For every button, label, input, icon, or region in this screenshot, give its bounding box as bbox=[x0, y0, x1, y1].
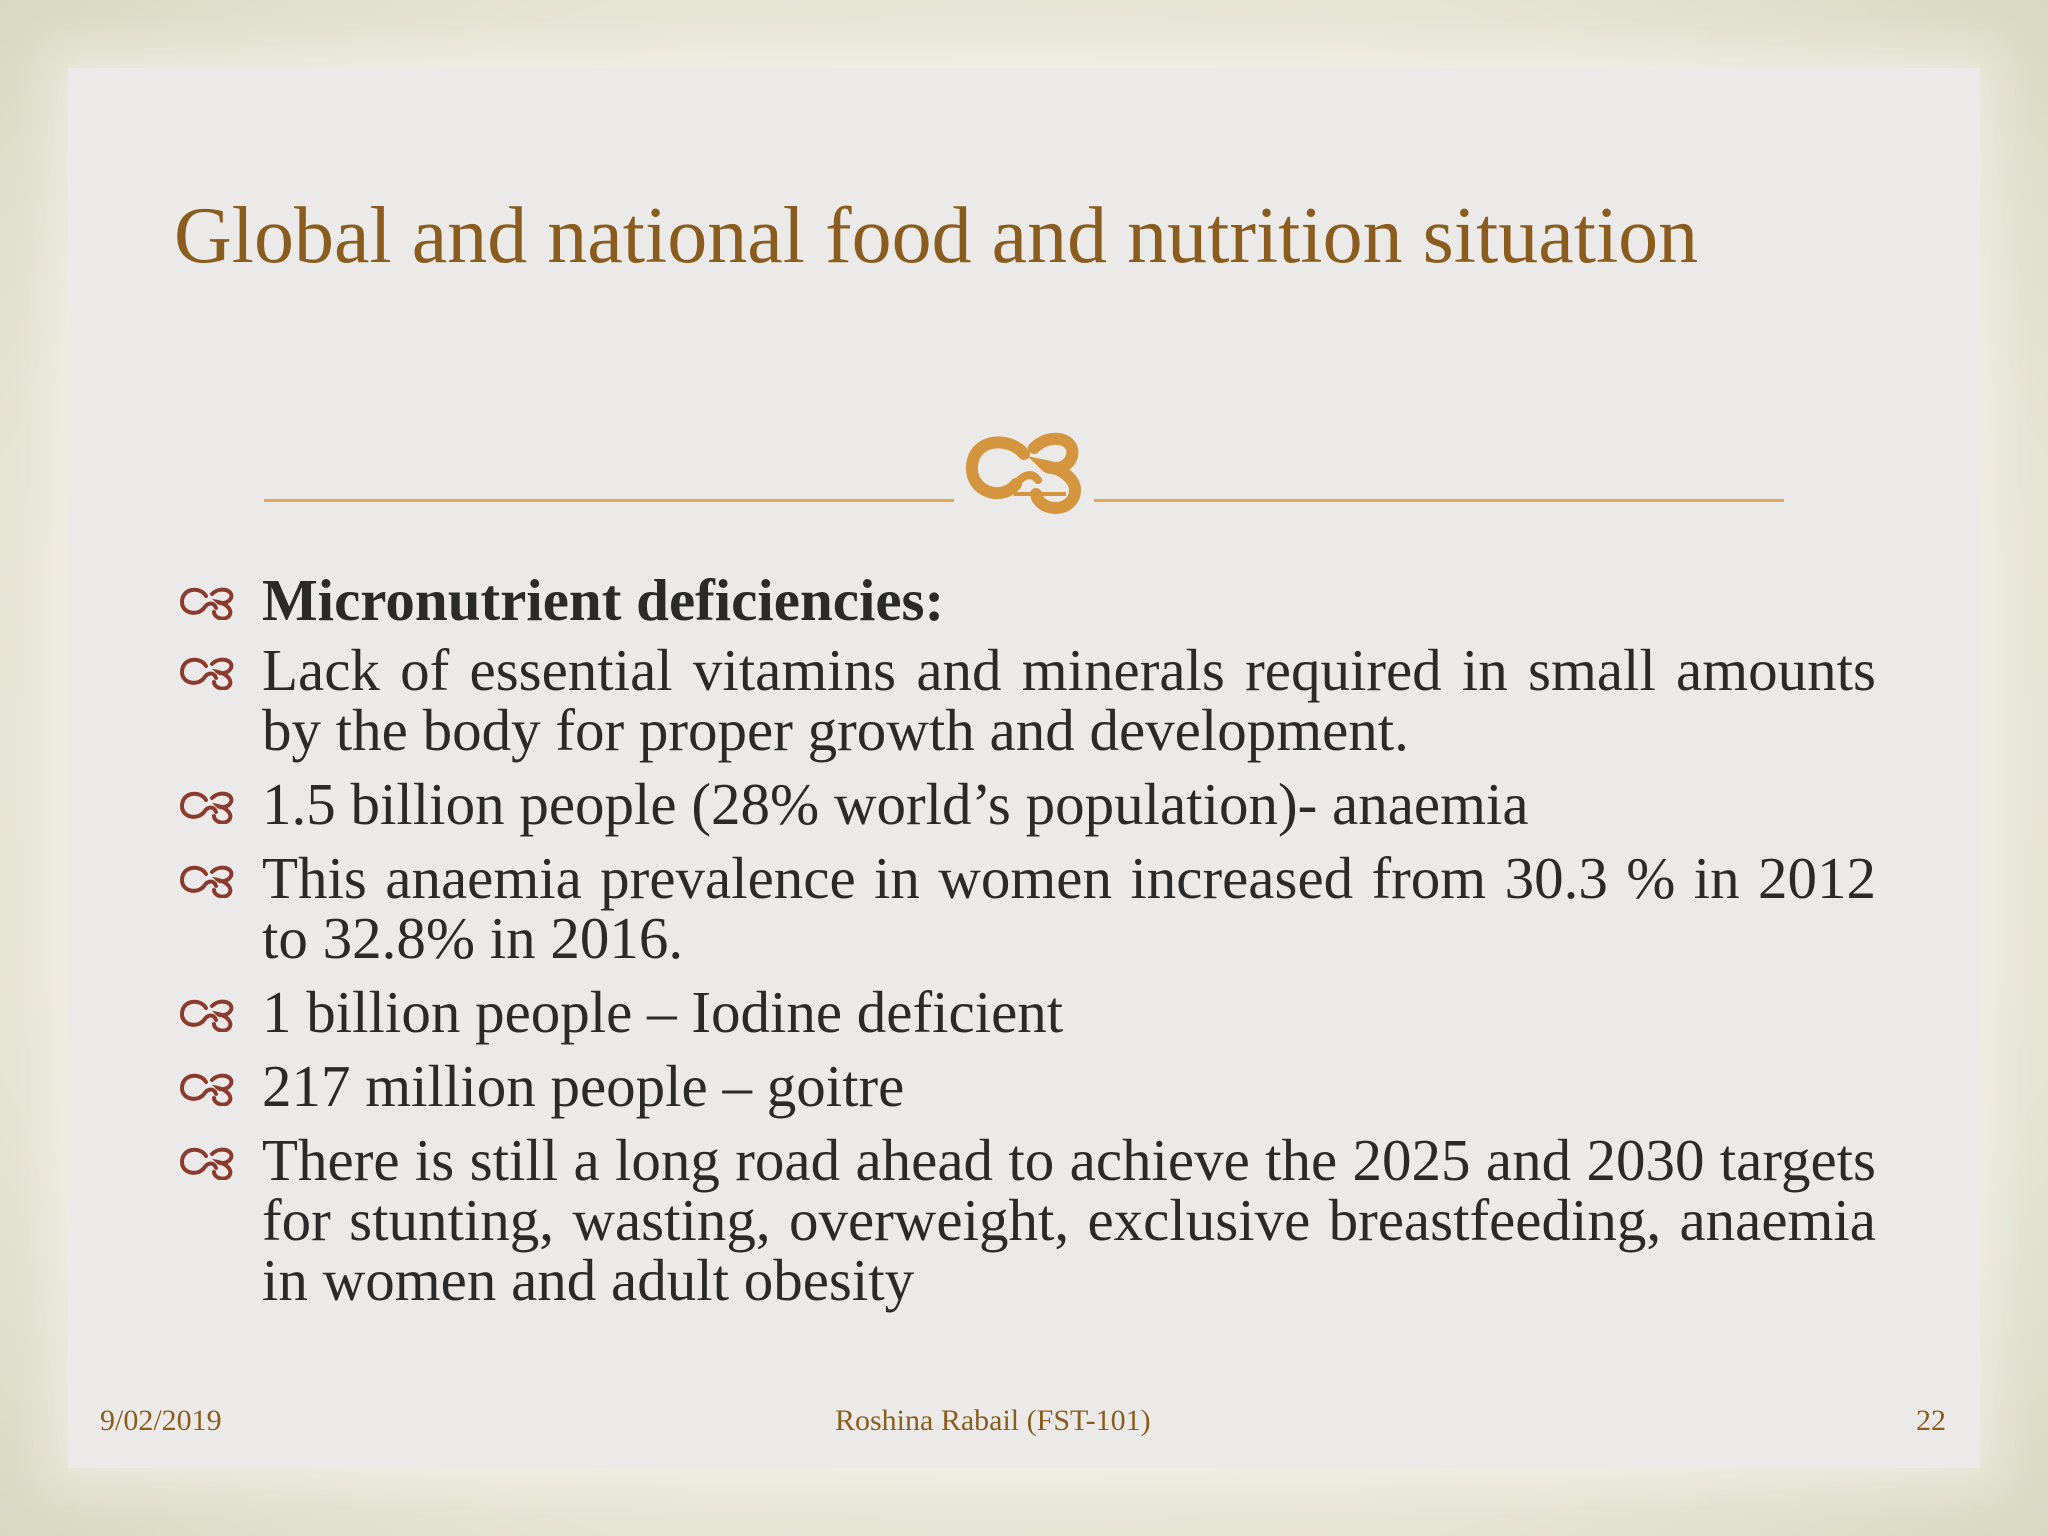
footer-author: Roshina Rabail (FST-101) bbox=[835, 1404, 1151, 1437]
footer-date: 9/02/2019 bbox=[100, 1404, 222, 1437]
scroll-bullet-icon bbox=[179, 1147, 234, 1180]
title-divider bbox=[264, 424, 1784, 514]
bullet-text: 217 million people – goitre bbox=[262, 1053, 905, 1119]
bullet-text: 1 billion people – Iodine deficient bbox=[262, 979, 1064, 1045]
flourish-icon bbox=[966, 432, 1081, 514]
scroll-bullet-icon bbox=[179, 657, 234, 690]
footer-page-number: 22 bbox=[1916, 1404, 1946, 1437]
slide: Global and national food and nutrition s… bbox=[68, 68, 1980, 1468]
scroll-bullet-icon bbox=[179, 999, 234, 1032]
bullet-text: 1.5 billion people (28% world’s populati… bbox=[262, 771, 1529, 837]
bullet-item: There is still a long road ahead to achi… bbox=[176, 1130, 1876, 1310]
bullet-item: 217 million people – goitre bbox=[176, 1056, 1876, 1116]
bullet-list: Micronutrient deficiencies: Lack of esse… bbox=[176, 570, 1876, 1324]
bullet-item: 1 billion people – Iodine deficient bbox=[176, 982, 1876, 1042]
bullet-text: Micronutrient deficiencies: bbox=[262, 567, 945, 633]
scroll-bullet-icon bbox=[179, 587, 234, 620]
scroll-bullet-icon bbox=[179, 791, 234, 824]
bullet-item: Lack of essential vitamins and minerals … bbox=[176, 640, 1876, 760]
scroll-bullet-icon bbox=[179, 865, 234, 898]
bullet-text: Lack of essential vitamins and minerals … bbox=[262, 637, 1876, 763]
divider-line-right bbox=[1094, 499, 1784, 502]
bullet-text: There is still a long road ahead to achi… bbox=[262, 1127, 1876, 1313]
bullet-text: This anaemia prevalence in women increas… bbox=[262, 845, 1876, 971]
slide-title: Global and national food and nutrition s… bbox=[174, 192, 1699, 280]
scroll-bullet-icon bbox=[179, 1073, 234, 1106]
bullet-item: This anaemia prevalence in women increas… bbox=[176, 848, 1876, 968]
bullet-item: 1.5 billion people (28% world’s populati… bbox=[176, 774, 1876, 834]
bullet-item: Micronutrient deficiencies: bbox=[176, 570, 1876, 630]
divider-line-left bbox=[264, 499, 954, 502]
